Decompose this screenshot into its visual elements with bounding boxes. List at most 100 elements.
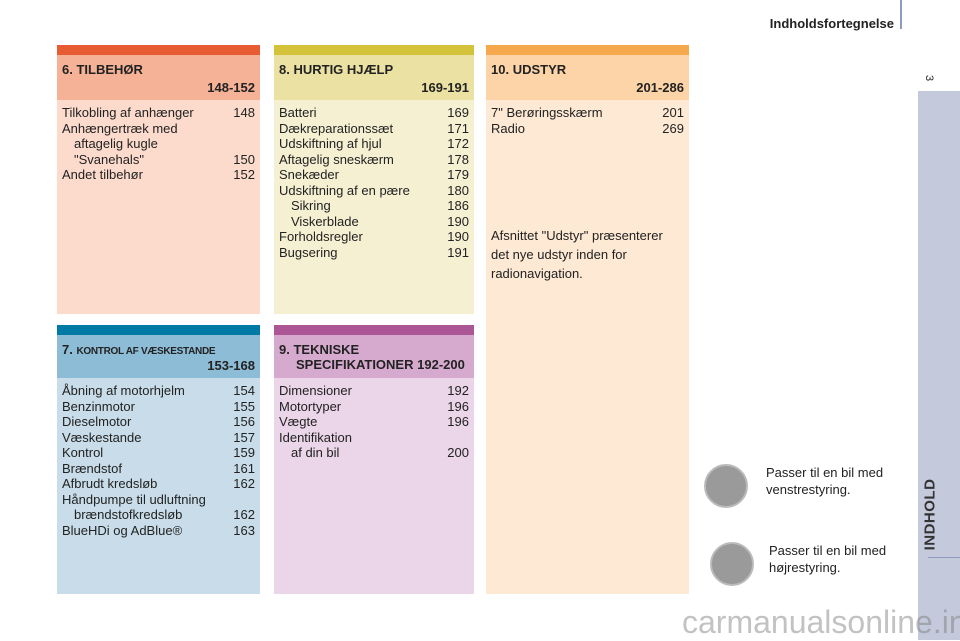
section-color-bar — [274, 45, 474, 55]
section-color-bar — [57, 45, 260, 55]
toc-entry-page: 201 — [662, 105, 684, 120]
section-title-2: SPECIFIKATIONER — [296, 357, 414, 372]
section-range: 192-200 — [417, 357, 465, 372]
toc-entry[interactable]: BlueHDi og AdBlue® 163 — [62, 523, 255, 539]
toc-entry[interactable]: brændstofkredsløb 162 — [62, 507, 255, 523]
toc-entry[interactable]: Motortyper 196 — [279, 399, 469, 415]
section-header[interactable]: 6. TILBEHØR 148-152 — [57, 55, 260, 100]
toc-entry[interactable]: af din bil 200 — [279, 445, 469, 461]
toc-entry-label: Vægte — [279, 414, 318, 429]
toc-entry[interactable]: Bugsering 191 — [279, 245, 469, 261]
legend-right: Passer til en bil med højrestyring. — [710, 542, 894, 586]
toc-entry-label: Tilkobling af anhænger — [62, 105, 194, 120]
toc-entry-page: 148 — [233, 105, 255, 120]
toc-entry[interactable]: 7" Berøringsskærm 201 — [491, 105, 684, 121]
toc-entry[interactable]: Sikring 186 — [279, 198, 469, 214]
toc-entry[interactable]: Dækreparationssæt 171 — [279, 121, 469, 137]
toc-entry-page: 171 — [447, 120, 469, 136]
section-header[interactable]: 7. KONTROL AF VÆSKESTANDE 153-168 — [57, 335, 260, 378]
toc-entry-label: Andet tilbehør — [62, 167, 143, 182]
toc-entry-label: Forholdsregler — [279, 229, 363, 244]
toc-entry-page: 192 — [447, 383, 469, 398]
section-range: 148-152 — [207, 80, 255, 95]
toc-entry-label: aftagelig kugle — [74, 136, 158, 151]
toc-entry[interactable]: Forholdsregler 190 — [279, 229, 469, 245]
right-hand-drive-icon — [710, 542, 754, 586]
legend-text: Passer til en bil med venstrestyring. — [766, 465, 884, 497]
toc-entry-label: Snekæder — [279, 167, 339, 182]
toc-entry[interactable]: Snekæder 179 — [279, 167, 469, 183]
toc-entry[interactable]: Udskiftning af en pære 180 — [279, 183, 469, 199]
toc-entry-label: "Svanehals" — [74, 151, 144, 167]
toc-entry-label: Brændstof — [62, 460, 122, 476]
toc-entry[interactable]: Væskestande 157 — [62, 430, 255, 446]
sidebar-tab[interactable]: INDHOLD — [918, 91, 960, 640]
section-header[interactable]: 9. TEKNISKE SPECIFIKATIONER 192-200 — [274, 335, 474, 378]
toc-entry[interactable]: Brændstof 161 — [62, 461, 255, 477]
legend-text: Passer til en bil med højrestyring. — [769, 543, 887, 575]
toc-entry[interactable]: Udskiftning af hjul 172 — [279, 136, 469, 152]
toc-entry-label: Motortyper — [279, 398, 342, 414]
legend-left: Passer til en bil med venstrestyring. — [704, 464, 916, 508]
section-color-bar — [486, 45, 689, 55]
toc-entry-label: Viskerblade — [291, 213, 359, 229]
toc-entry[interactable]: Håndpumpe til udluftning — [62, 492, 255, 508]
toc-entry[interactable]: Batteri 169 — [279, 105, 469, 121]
section-6: 6. TILBEHØR 148-152 Tilkobling af anhænger… — [57, 45, 260, 314]
toc-entry-label: Radio — [491, 120, 525, 136]
toc-entry[interactable]: Benzinmotor 155 — [62, 399, 255, 415]
section-color-bar — [274, 325, 474, 335]
toc-entry-label: Bugsering — [279, 244, 338, 260]
section-title: HURTIG HJÆLP — [293, 62, 394, 77]
toc-entry-label: Væskestande — [62, 429, 142, 445]
toc-entry[interactable]: "Svanehals" 150 — [62, 152, 255, 168]
toc-entry[interactable]: Dieselmotor 156 — [62, 414, 255, 430]
toc-entry[interactable]: Viskerblade 190 — [279, 214, 469, 230]
toc-entry-label: Udskiftning af hjul — [279, 136, 382, 151]
toc-entry-label: Dimensioner — [279, 383, 352, 398]
toc-entry-page: 269 — [662, 120, 684, 136]
toc-entry[interactable]: Afbrudt kredsløb 162 — [62, 476, 255, 492]
section-8: 8. HURTIG HJÆLP 169-191 Batteri 169 Dækrepar… — [274, 45, 474, 314]
toc-entry[interactable]: Dimensioner 192 — [279, 383, 469, 399]
section-number: 7. — [62, 342, 73, 357]
toc-entry-page: 152 — [233, 167, 255, 182]
toc-entry-label: Afbrudt kredsløb — [62, 476, 158, 491]
toc-entry-page: 159 — [233, 445, 255, 460]
toc-entry[interactable]: Vægte 196 — [279, 414, 469, 430]
toc-entry-label: Håndpumpe til udluftning — [62, 491, 206, 507]
toc-entry-page: 180 — [447, 182, 469, 198]
section-header[interactable]: 8. HURTIG HJÆLP 169-191 — [274, 55, 474, 100]
toc-entry[interactable]: Anhængertræk med — [62, 121, 255, 137]
header-rule — [900, 0, 902, 29]
toc-entry-label: Sikring — [291, 198, 331, 213]
section-items: Batteri 169 Dækreparationssæt 171 Udskiftnin… — [274, 100, 474, 265]
toc-entry[interactable]: Identifikation — [279, 430, 469, 446]
toc-entry-page: 169 — [447, 105, 469, 120]
watermark: carmanualsonline.info — [682, 604, 960, 640]
section-7: 7. KONTROL AF VÆSKESTANDE 153-168 Åbning a… — [57, 325, 260, 594]
toc-entry-page: 200 — [447, 445, 469, 460]
section-title: TILBEHØR — [76, 62, 143, 77]
section-items: Dimensioner 192 Motortyper 196 Vægte 196 Ident… — [274, 378, 474, 466]
toc-entry-label: Benzinmotor — [62, 398, 135, 414]
toc-entry-page: 163 — [233, 522, 255, 538]
section-note: Afsnittet "Udstyr" præsenterer det nye u… — [491, 228, 663, 281]
toc-entry[interactable]: Åbning af motorhjelm 154 — [62, 383, 255, 399]
toc-entry-page: 186 — [447, 198, 469, 213]
toc-entry[interactable]: aftagelig kugle — [62, 136, 255, 152]
toc-entry-label: Kontrol — [62, 445, 104, 460]
section-number: 10. — [491, 62, 510, 77]
sidebar-label: INDHOLD — [921, 478, 939, 551]
toc-entry-page: 150 — [233, 151, 255, 167]
toc-entry[interactable]: Andet tilbehør 152 — [62, 167, 255, 183]
section-number: 6. — [62, 62, 73, 77]
toc-entry[interactable]: Aftagelig sneskærm 178 — [279, 152, 469, 168]
toc-entry-page: 196 — [447, 414, 469, 429]
section-header[interactable]: 10. UDSTYR 201-286 — [486, 55, 689, 100]
toc-entry[interactable]: Kontrol 159 — [62, 445, 255, 461]
section-range: 169-191 — [421, 80, 469, 95]
toc-entry[interactable]: Radio 269 — [491, 121, 684, 137]
toc-entry[interactable]: Tilkobling af anhænger 148 — [62, 105, 255, 121]
section-9: 9. TEKNISKE SPECIFIKATIONER 192-200 Dimens… — [274, 325, 474, 594]
